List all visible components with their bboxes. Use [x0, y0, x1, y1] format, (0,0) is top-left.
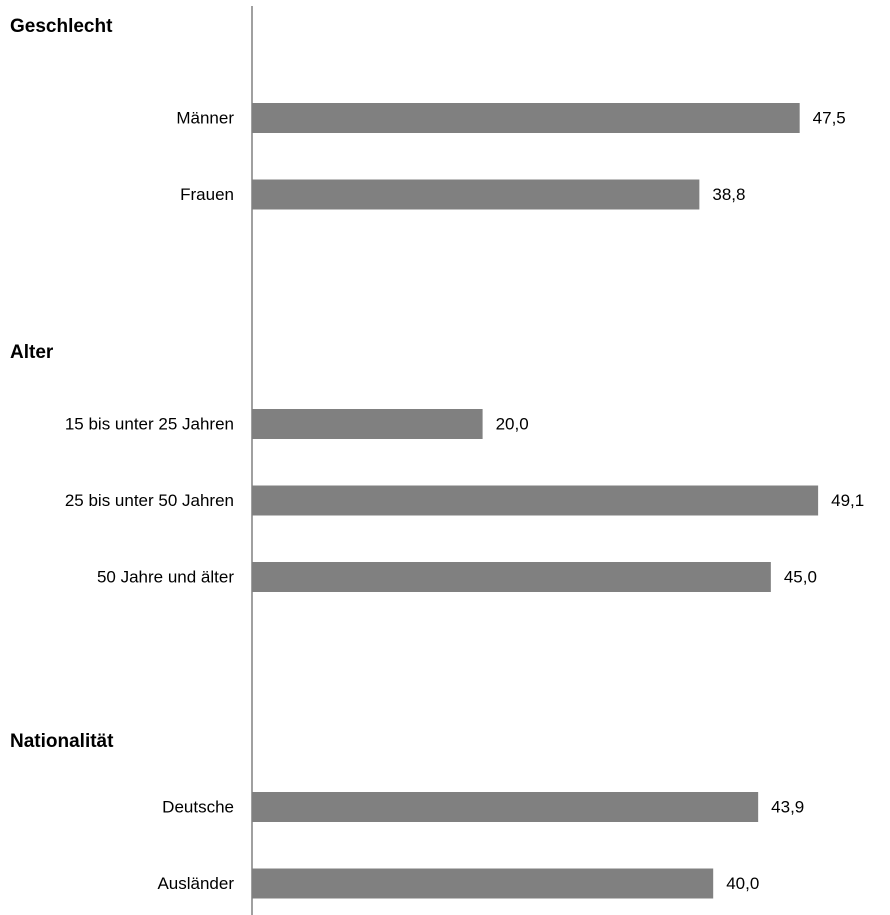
group-title: Geschlecht: [10, 16, 113, 37]
bar: [252, 485, 819, 516]
value-label: 20,0: [496, 415, 529, 434]
group-title: Alter: [10, 342, 54, 363]
category-label: 15 bis unter 25 Jahren: [65, 415, 234, 434]
category-label: Ausländer: [157, 874, 234, 893]
category-label: Deutsche: [162, 798, 234, 817]
category-label: 25 bis unter 50 Jahren: [65, 491, 234, 510]
chart-group: Alter 15 bis unter 25 Jahren 20,0 25 bis un…: [10, 342, 864, 592]
value-label: 40,0: [726, 874, 759, 893]
bar: [252, 179, 700, 210]
bar: [252, 868, 714, 899]
chart-group: Nationalität Deutsche 43,9 Ausländer 40,0: [10, 731, 804, 899]
value-label: 47,5: [813, 109, 846, 128]
bar: [252, 103, 800, 133]
category-label: Frauen: [180, 185, 234, 204]
chart-group: Geschlecht Männer 47,5 Frauen 38,8: [10, 16, 846, 210]
value-label: 38,8: [712, 185, 745, 204]
value-label: 43,9: [771, 798, 804, 817]
bar: [252, 409, 483, 439]
category-label: Männer: [176, 109, 234, 128]
chart-groups: Geschlecht Männer 47,5 Frauen 38,8 Alter 15 bi…: [10, 16, 864, 899]
group-title: Nationalität: [10, 731, 114, 752]
value-label: 45,0: [784, 568, 817, 587]
value-label: 49,1: [831, 491, 864, 510]
category-label: 50 Jahre und älter: [97, 568, 234, 587]
bar: [252, 792, 759, 822]
bar: [252, 562, 771, 592]
